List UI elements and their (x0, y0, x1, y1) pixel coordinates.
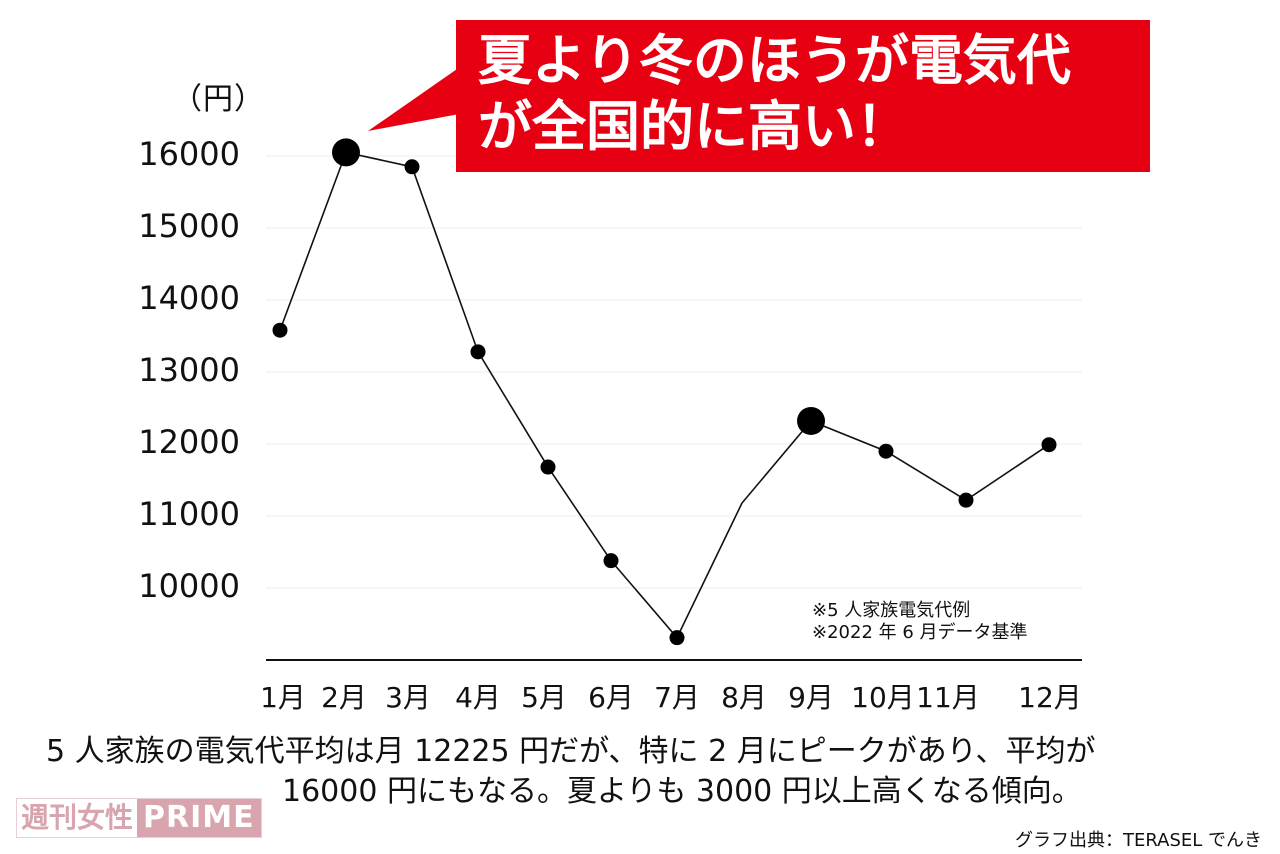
data-point (404, 159, 420, 175)
publisher-logo: 週刊女性 PRIME (16, 798, 262, 838)
logo-jp-text: 週刊女性 (17, 799, 138, 837)
x-tick-label: 1月 (260, 681, 306, 714)
data-point (958, 492, 974, 508)
caption-line-1: 5 人家族の電気代平均は月 12225 円だが、特に 2 月にピークがあり、平均… (46, 734, 1096, 769)
x-tick-label: 6月 (588, 681, 634, 714)
data-point (1041, 437, 1057, 453)
callout-headline: 夏より冬のほうが電気代 が全国的に高い！ (478, 28, 1148, 160)
source-credit: グラフ出典：TERASEL でんき (1014, 830, 1262, 851)
data-point (878, 443, 894, 459)
data-point-markers (272, 138, 1057, 646)
note-line-2: ※2022 年 6 月データ基準 (812, 622, 1028, 643)
x-tick-label: 10月 (851, 681, 915, 714)
y-tick-label: 11000 (138, 495, 240, 533)
y-tick-label: 16000 (138, 135, 240, 173)
gridlines (266, 155, 1082, 589)
x-tick-label: 7月 (654, 681, 700, 714)
x-tick-label: 4月 (455, 681, 501, 714)
x-tick-label: 2月 (321, 681, 367, 714)
y-tick-label: 14000 (138, 279, 240, 317)
highlight-point (797, 406, 825, 435)
y-axis-unit-label: （円） (172, 82, 265, 117)
callout-pointer (368, 60, 470, 131)
callout-box (456, 20, 1150, 172)
callout-line-2: が全国的に高い！ (478, 95, 910, 158)
series-line (279, 151, 1050, 640)
x-tick-label: 8月 (721, 681, 767, 714)
data-point (603, 553, 619, 569)
x-tick-label: 12月 (1018, 681, 1082, 714)
y-tick-label: 15000 (138, 207, 240, 245)
data-point (669, 630, 685, 646)
data-point (470, 344, 486, 360)
y-tick-label: 10000 (138, 567, 240, 605)
x-tick-label: 5月 (521, 681, 567, 714)
caption-line-2: 16000 円にもなる。夏よりも 3000 円以上高くなる傾向。 (282, 774, 1082, 809)
callout-line-1: 夏より冬のほうが電気代 (478, 29, 1071, 92)
y-tick-label: 12000 (138, 423, 240, 461)
data-point (272, 322, 288, 338)
x-tick-label: 9月 (788, 681, 834, 714)
caption: 5 人家族の電気代平均は月 12225 円だが、特に 2 月にピークがあり、平均… (0, 732, 1280, 812)
highlight-point (332, 138, 360, 167)
logo-en-text: PRIME (137, 799, 261, 837)
x-tick-label: 11月 (916, 681, 980, 714)
x-tick-label: 3月 (385, 681, 431, 714)
chart-notes: ※5 人家族電気代例 ※2022 年 6 月データ基準 (812, 600, 1028, 644)
note-line-1: ※5 人家族電気代例 (812, 600, 971, 621)
data-point (540, 459, 556, 475)
y-tick-label: 13000 (138, 351, 240, 389)
